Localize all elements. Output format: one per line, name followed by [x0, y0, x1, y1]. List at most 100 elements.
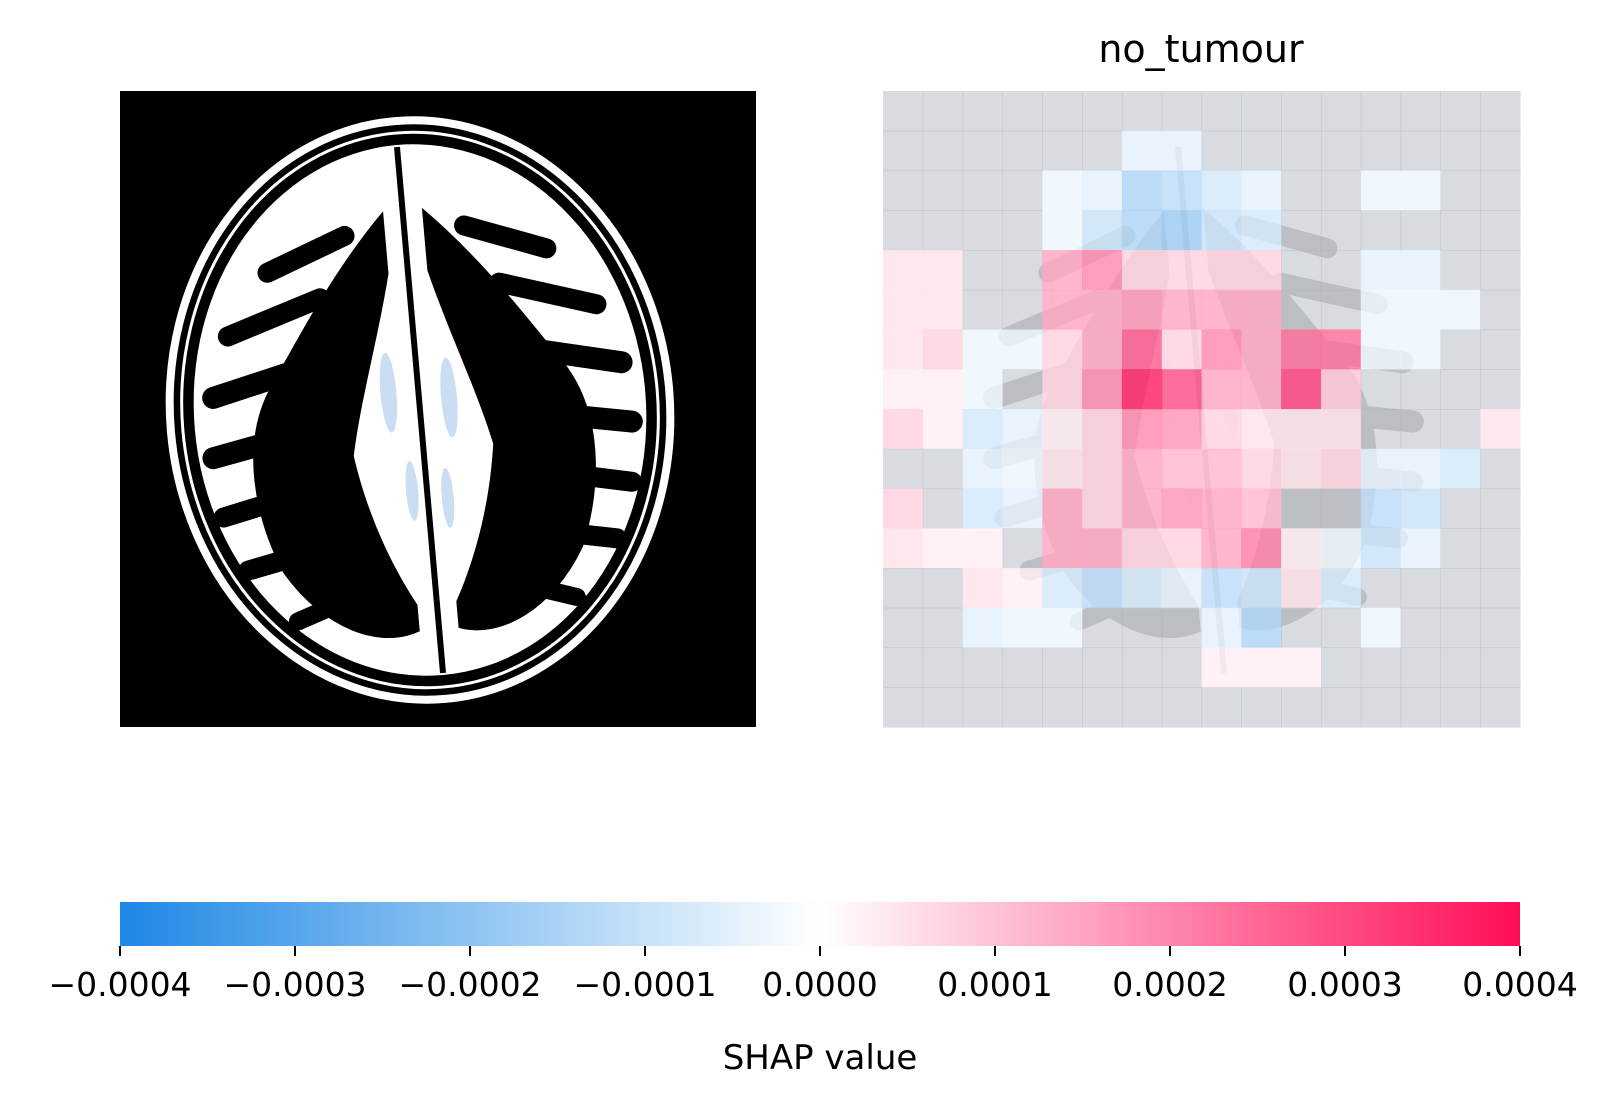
heatmap-cell-r8-c7 — [1161, 409, 1203, 450]
heatmap-cell-r15-c10 — [1281, 687, 1322, 728]
heatmap-cell-r15-c6 — [1121, 687, 1163, 728]
heatmap-cell-r14-c10 — [1281, 647, 1322, 688]
heatmap-cell-r6-c6 — [1121, 329, 1163, 370]
heatmap-cell-r12-c10 — [1281, 568, 1322, 609]
heatmap-cell-r7-c7 — [1161, 369, 1203, 410]
colorbar-label: SHAP value — [723, 1038, 918, 1078]
heatmap-cell-r0-c7 — [1161, 91, 1203, 132]
heatmap-cell-r12-c3 — [1002, 568, 1043, 609]
heatmap-cell-r11-c6 — [1121, 528, 1163, 569]
heatmap-cell-r13-c7 — [1161, 607, 1203, 649]
heatmap-cell-r0-c1 — [922, 91, 964, 132]
heatmap-cell-r0-c12 — [1360, 91, 1402, 132]
heatmap-cell-r3-c6 — [1121, 210, 1163, 251]
heatmap-cell-r7-c12 — [1360, 369, 1402, 410]
heatmap-cell-r2-c12 — [1360, 170, 1402, 211]
heatmap-cell-r15-c0 — [883, 687, 924, 728]
heatmap-cell-r5-c3 — [1002, 289, 1043, 331]
heatmap-cell-r1-c13 — [1400, 130, 1441, 172]
heatmap-cell-r9-c8 — [1201, 448, 1242, 490]
heatmap-cell-r13-c13 — [1400, 607, 1441, 649]
heatmap-cell-r7-c1 — [922, 369, 964, 410]
heatmap-cell-r12-c9 — [1241, 568, 1282, 609]
heatmap-cell-r10-c15 — [1480, 488, 1521, 529]
heatmap-cell-r10-c13 — [1400, 488, 1441, 529]
heatmap-cell-r7-c15 — [1480, 369, 1521, 410]
heatmap-cell-r11-c13 — [1400, 528, 1441, 569]
heatmap-cell-r5-c11 — [1320, 289, 1362, 331]
heatmap-cell-r10-c11 — [1320, 488, 1362, 529]
heatmap-cell-r2-c6 — [1121, 170, 1163, 211]
heatmap-cell-r5-c2 — [962, 289, 1004, 331]
heatmap-cell-r9-c1 — [922, 448, 964, 490]
heatmap-cell-r12-c6 — [1121, 568, 1163, 609]
heatmap-cell-r4-c12 — [1360, 250, 1402, 291]
heatmap-cell-r11-c11 — [1320, 528, 1362, 569]
heatmap-cell-r5-c1 — [922, 289, 964, 331]
heatmap-cell-r14-c7 — [1161, 647, 1203, 688]
heatmap-cell-r5-c5 — [1082, 289, 1123, 331]
heatmap-cell-r3-c5 — [1082, 210, 1123, 251]
heatmap-cell-r5-c10 — [1281, 289, 1322, 331]
heatmap-cell-r4-c4 — [1042, 250, 1083, 291]
heatmap-cell-r9-c13 — [1400, 448, 1441, 490]
heatmap-cell-r5-c8 — [1201, 289, 1242, 331]
heatmap-cell-r2-c2 — [962, 170, 1004, 211]
heatmap-cell-r6-c13 — [1400, 329, 1441, 370]
heatmap-cell-r5-c15 — [1480, 289, 1521, 331]
heatmap-cell-r3-c11 — [1320, 210, 1362, 251]
heatmap-cell-r14-c13 — [1400, 647, 1441, 688]
heatmap-cell-r11-c3 — [1002, 528, 1043, 569]
heatmap-cell-r6-c3 — [1002, 329, 1043, 370]
heatmap-cell-r2-c5 — [1082, 170, 1123, 211]
heatmap-cell-r7-c6 — [1121, 369, 1163, 410]
heatmap-cell-r6-c4 — [1042, 329, 1083, 370]
heatmap-cell-r3-c15 — [1480, 210, 1521, 251]
colorbar-tick-label: −0.0003 — [223, 965, 366, 1004]
heatmap-cell-r14-c8 — [1201, 647, 1242, 688]
colorbar-gradient — [120, 902, 1520, 946]
heatmap-cell-r13-c1 — [922, 607, 964, 649]
heatmap-cell-r8-c8 — [1201, 409, 1242, 450]
heatmap-cell-r10-c0 — [883, 488, 924, 529]
heatmap-cell-r13-c2 — [962, 607, 1004, 649]
heatmap-cell-r10-c8 — [1201, 488, 1242, 529]
heatmap-cell-r3-c4 — [1042, 210, 1083, 251]
heatmap-cell-r7-c4 — [1042, 369, 1083, 410]
heatmap-cell-r5-c4 — [1042, 289, 1083, 331]
heatmap-cell-r0-c10 — [1281, 91, 1322, 132]
heatmap-cell-r4-c5 — [1082, 250, 1123, 291]
heatmap-cell-r9-c4 — [1042, 448, 1083, 490]
heatmap-cell-r0-c5 — [1082, 91, 1123, 132]
heatmap-cell-r12-c4 — [1042, 568, 1083, 609]
heatmap-cell-r8-c13 — [1400, 409, 1441, 450]
heatmap-cell-r8-c5 — [1082, 409, 1123, 450]
heatmap-cell-r6-c2 — [962, 329, 1004, 370]
heatmap-cell-r10-c14 — [1440, 488, 1481, 529]
heatmap-cell-r9-c3 — [1002, 448, 1043, 490]
heatmap-cell-r1-c11 — [1320, 130, 1362, 172]
colorbar-tick-label: 0.0000 — [762, 965, 877, 1004]
heatmap-cell-r11-c2 — [962, 528, 1004, 569]
heatmap-cell-r2-c15 — [1480, 170, 1521, 211]
heatmap-cell-r11-c9 — [1241, 528, 1282, 569]
heatmap-cell-r9-c12 — [1360, 448, 1402, 490]
heatmap-cell-r4-c9 — [1241, 250, 1282, 291]
colorbar-ticks: −0.0004 −0.0003 −0.0002 −0.0001 0.0000 0.0001… — [48, 946, 1578, 1004]
heatmap-cell-r2-c1 — [922, 170, 964, 211]
heatmap-cell-r14-c1 — [922, 647, 964, 688]
heatmap-cell-r2-c9 — [1241, 170, 1282, 211]
input-image-panel — [120, 91, 756, 727]
heatmap-cell-r2-c10 — [1281, 170, 1322, 211]
heatmap-cell-r4-c0 — [883, 250, 924, 291]
heatmap-cell-r13-c6 — [1121, 607, 1163, 649]
shap-overlay-panel: no_tumour — [883, 27, 1521, 728]
heatmap-cell-r1-c10 — [1281, 130, 1322, 172]
heatmap-cell-r13-c15 — [1480, 607, 1521, 649]
heatmap-cell-r10-c3 — [1002, 488, 1043, 529]
heatmap-cell-r13-c12 — [1360, 607, 1402, 649]
heatmap-cell-r4-c15 — [1480, 250, 1521, 291]
heatmap-cell-r9-c11 — [1320, 448, 1362, 490]
heatmap-cell-r12-c8 — [1201, 568, 1242, 609]
